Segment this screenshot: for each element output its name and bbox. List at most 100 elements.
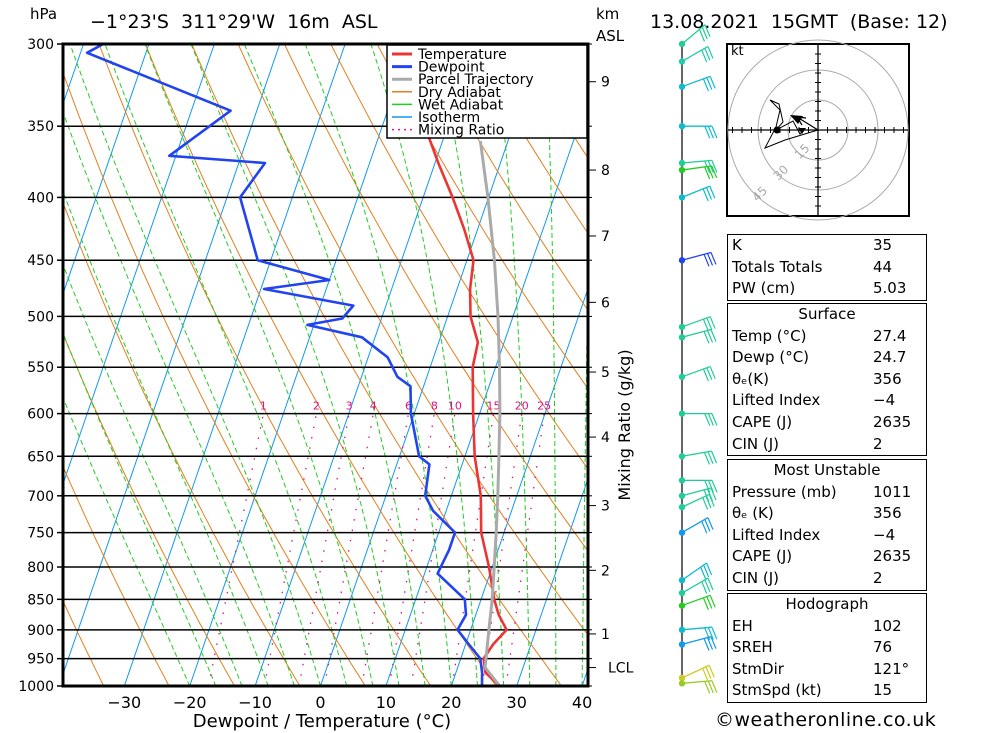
wind-barb-dot — [678, 576, 686, 584]
wet-adiabat-line — [104, 44, 348, 686]
isotherm-line — [254, 44, 477, 686]
isotherm-line — [450, 287, 588, 686]
wind-barb-dot — [678, 680, 686, 687]
wind-barb-shaft — [681, 165, 712, 171]
mixing-ratio-label: 4 — [370, 400, 377, 413]
index-row: EH 102 — [728, 616, 926, 638]
index-label: Dewp (°C) — [732, 348, 810, 367]
index-label: θₑ(K) — [732, 369, 769, 388]
pressure-axis: 300 350 400 450 500 550 600 650 700 750 800 850 900 9… — [18, 37, 63, 695]
wind-barb-shaft — [681, 159, 712, 164]
wind-barb-flag — [701, 49, 708, 63]
height-tick-label: 4 — [601, 430, 610, 446]
wind-barb-dot — [678, 166, 686, 174]
index-label: CIN (J) — [732, 568, 780, 587]
wind-barb-dot — [678, 453, 686, 460]
section-title: Most Unstable — [773, 461, 881, 479]
wind-barb-dot — [678, 194, 686, 201]
wind-barb-dot — [678, 159, 686, 167]
wind-barb-dot — [678, 602, 686, 609]
pressure-tick-label: 1000 — [18, 679, 54, 695]
wind-barb-shaft — [681, 185, 711, 199]
wind-barb-shaft — [681, 594, 711, 607]
wind-barb-flag — [706, 317, 713, 331]
index-row: Dewp (°C) 24.7 — [728, 347, 926, 369]
temperature-tick-label: 30 — [507, 693, 527, 712]
temperature-tick-label: 20 — [441, 693, 461, 712]
wind-barb-flag — [704, 519, 711, 532]
index-value: 2635 — [873, 412, 912, 431]
index-label: θₑ (K) — [732, 504, 774, 523]
index-row: θₑ (K) 356 — [728, 503, 926, 525]
index-label: Lifted Index — [732, 525, 821, 544]
index-value: 27.4 — [873, 326, 907, 345]
wind-barb-flag — [707, 160, 714, 173]
wet-adiabat-line — [544, 44, 557, 686]
index-row: K 35 — [728, 235, 926, 257]
wind-barb-flag — [709, 366, 716, 379]
index-label: SREH — [732, 638, 773, 657]
wind-barb-flag — [709, 185, 716, 199]
section-title: Surface — [798, 305, 856, 323]
wind-barb-flag — [704, 24, 711, 37]
isotherm-line — [63, 44, 281, 676]
pressure-tick-label: 400 — [27, 190, 54, 206]
section-title: Hodograph — [785, 595, 869, 613]
index-value: 15 — [873, 681, 893, 700]
index-label: CAPE (J) — [732, 547, 793, 566]
height-tick-label: 7 — [601, 229, 610, 245]
left-unit-label: hPa — [30, 5, 57, 23]
indices-table-hodograph: Hodograph EH 102 SREH 76 StmDir 121° StmSpd (kt… — [727, 593, 927, 703]
wind-barb-flag — [711, 160, 718, 173]
pressure-tick-label: 550 — [27, 360, 54, 376]
index-label: Totals Totals — [732, 257, 823, 276]
index-row: StmDir 121° — [728, 659, 926, 681]
legend-label: Temperature — [417, 47, 507, 63]
wind-barb-dot — [678, 529, 686, 536]
wind-barb-flag — [703, 331, 710, 344]
mixing-ratio-line — [481, 413, 523, 686]
index-label: CIN (J) — [732, 434, 780, 453]
mixing-ratio-axis-label: Mixing Ratio (g/kg) — [615, 349, 634, 500]
wind-barb-dot — [678, 83, 686, 90]
isotherm-line — [385, 96, 588, 686]
wind-barb-shaft — [681, 636, 712, 646]
index-value: 35 — [873, 236, 893, 254]
right-unit-label-asl: ASL — [596, 27, 625, 45]
legend-label: Dry Adiabat — [418, 85, 501, 101]
wind-barb-flag — [702, 368, 709, 382]
legend-box — [386, 44, 588, 139]
wind-barb-flag — [710, 329, 717, 342]
mixing-ratio-label: 25 — [537, 400, 551, 413]
wet-adiabat-line — [370, 44, 478, 686]
wind-barb-flag — [710, 636, 717, 649]
wind-barb-dot — [678, 323, 686, 331]
wind-barb-flag — [711, 413, 718, 426]
wind-barb-flag — [705, 666, 712, 680]
index-value: 121° — [873, 659, 910, 678]
location-title: −1°23'S 311°29'W 16m ASL — [90, 11, 378, 33]
wind-barb-flag — [701, 520, 708, 534]
mixing-ratio-labels: 1 2 3 4 6 8 10 15 20 25 — [260, 400, 551, 413]
index-value: 356 — [873, 369, 902, 388]
hodograph-point — [773, 126, 781, 134]
wind-barb-shaft — [681, 577, 709, 594]
wind-barb-dot — [678, 410, 686, 417]
pressure-tick-label: 950 — [27, 652, 54, 668]
dry-adiabat-line — [980, 44, 1000, 686]
wind-barb-shaft — [681, 680, 712, 684]
wind-barb-flag — [698, 29, 706, 42]
legend-label: Parcel Trajectory — [418, 72, 534, 88]
wind-barb-flag — [705, 495, 712, 509]
wet-adiabat-line — [581, 216, 588, 686]
dry-adiabat-line — [469, 44, 588, 235]
wind-barb-flag — [707, 413, 714, 426]
wind-barb-flag — [702, 78, 709, 92]
wind-barb-flag — [706, 253, 714, 266]
index-label: PW (cm) — [732, 279, 796, 298]
index-value: 2635 — [873, 547, 912, 566]
mixing-ratio-label: 6 — [405, 400, 412, 413]
height-tick-label: 5 — [601, 365, 610, 381]
index-row: CAPE (J) 2635 — [728, 546, 926, 568]
height-tick-label: 3 — [601, 499, 610, 515]
